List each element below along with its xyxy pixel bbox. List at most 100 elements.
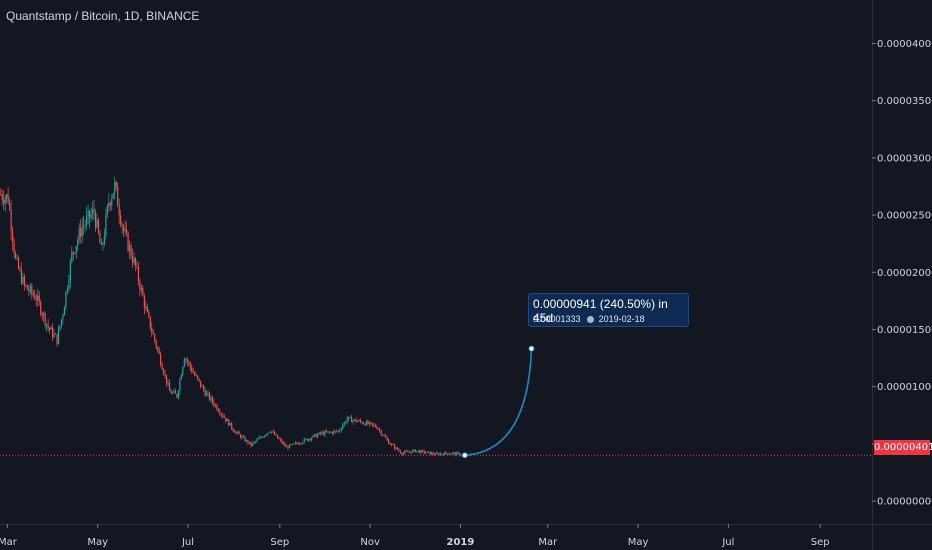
candle-body [362,423,365,425]
candle-body [213,402,215,406]
candle-body [222,414,224,417]
candle-body [106,205,108,215]
candle-body [59,326,61,330]
candle-body [274,431,276,435]
candle-body [441,453,443,455]
candle-body [51,327,54,337]
candle-body [40,301,42,315]
candle-body [365,421,368,426]
candle-body [351,417,353,423]
candle-body [148,311,150,317]
candle-body [257,438,259,440]
candle-body [207,392,209,394]
candle-body [396,447,399,450]
price-axis-label: 0.00002500 [877,211,932,222]
candle-body [302,442,304,444]
candle-body [165,374,168,384]
candle-body [314,434,316,436]
candle-body [383,435,385,437]
candle-body [265,434,267,436]
candle-body [80,228,82,237]
candle-body [306,438,308,441]
candle-body [328,431,330,433]
candle-body [373,424,375,426]
candle-body [20,269,23,284]
candle-body [109,202,111,206]
time-axis-label: Jul [721,537,734,548]
candle-body [355,419,357,422]
candle-body [308,438,310,441]
candle-body [186,359,188,362]
candle-body [201,385,203,387]
candle-body [11,230,14,242]
candle-body [405,451,407,453]
candle-body [204,389,206,396]
candle-body [7,194,9,203]
candle-body [94,212,97,228]
candle-body [68,280,70,289]
candle-body [393,444,396,449]
candle-body [439,453,442,455]
candle-body [311,437,313,440]
candle-body [299,443,301,445]
candle-body [214,404,216,406]
candle-body [43,313,45,316]
candle-body [176,393,178,398]
candle-body [284,443,286,447]
candle-body [276,434,279,439]
candle-body [46,324,48,326]
time-axis-label: May [87,537,108,548]
candle-body [102,243,104,245]
candle-body [287,446,289,449]
candle-body [66,288,68,292]
candle-body [382,434,384,436]
candle-body [371,423,373,425]
candle-body [105,214,107,236]
time-axis-label: Jul [181,537,194,548]
candle-body [300,443,302,445]
candle-body [202,385,205,390]
candle-body [312,435,314,438]
candle-body [185,359,187,360]
candle-body [182,366,184,376]
candle-body [386,437,388,440]
candle-body [315,434,317,438]
candle-body [108,202,110,206]
candle-body [211,397,214,403]
candle-body [31,286,33,294]
candle-body [256,439,258,442]
candle-body [333,431,335,434]
candle-body [453,452,455,454]
clock-icon [587,316,595,323]
candle-body [56,334,58,344]
candle-body [416,450,418,453]
candle-body [419,450,421,453]
candle-body [195,375,197,377]
candle-body [325,431,328,433]
candle-body [248,442,251,444]
candle-body [244,437,246,442]
candle-body [81,226,83,237]
candle-body [428,451,430,453]
candle-body [49,327,51,330]
candle-body [200,380,202,387]
candle-body [444,452,446,456]
candle-body [358,420,360,422]
candle-body [425,452,427,454]
candle-body [160,353,162,365]
candle-body [336,430,338,432]
candle-body [342,425,344,429]
candle-body [238,432,240,435]
candle-body [290,444,292,446]
candle-body [285,446,288,447]
candle-body [134,257,137,266]
candle-body [146,306,148,312]
price-axis-label: 0.00003500 [877,96,932,107]
candle-body [442,454,444,456]
candle-body [16,258,18,259]
price-axis-label: 0.00003000 [877,153,932,164]
candle-body [410,451,412,453]
candle-body [356,421,359,423]
